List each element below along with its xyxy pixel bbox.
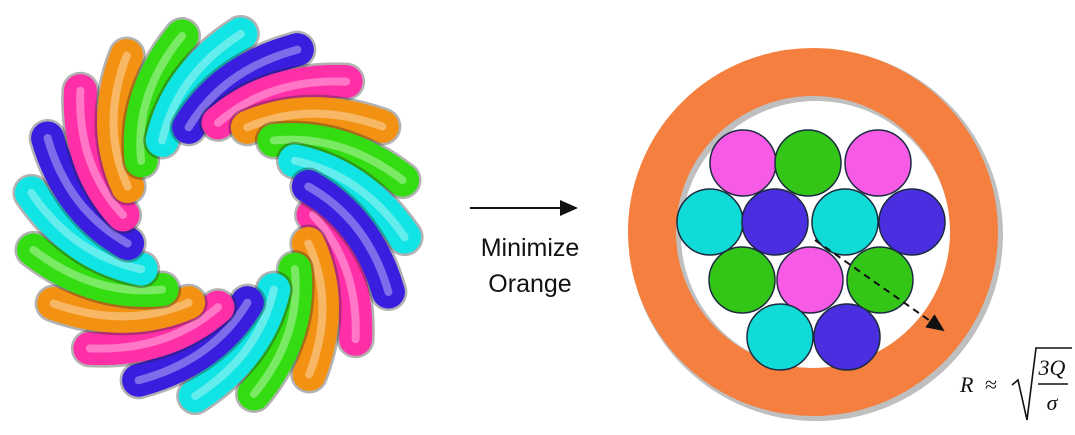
strand: [676, 188, 744, 256]
strand: [741, 188, 809, 256]
tube: [97, 39, 145, 204]
tube: [201, 64, 363, 140]
tube-highlight: [249, 265, 300, 398]
caption-line: Minimize: [481, 234, 580, 262]
formula: R ≈ 3Q σ: [959, 347, 1072, 421]
tube-highlight: [290, 156, 409, 242]
strand: [813, 303, 881, 371]
tube-highlight: [134, 298, 252, 385]
sqrt-sign: [1011, 347, 1072, 421]
strand: [844, 129, 912, 197]
tube-highlight: [309, 211, 360, 344]
orange-ring: [628, 48, 998, 416]
tube: [31, 121, 145, 260]
tube: [172, 33, 314, 144]
tube: [237, 252, 313, 411]
tube-highlight: [269, 135, 407, 185]
tube: [122, 286, 264, 397]
formula-lhs: R: [959, 372, 974, 397]
tube: [123, 19, 199, 178]
tube: [145, 17, 258, 157]
tube-highlight: [136, 32, 187, 165]
tube: [291, 170, 405, 309]
strand: [776, 246, 844, 314]
tube: [16, 233, 179, 307]
strand: [774, 129, 842, 197]
strand: [709, 129, 777, 197]
tube: [291, 226, 339, 391]
strand: [708, 246, 776, 314]
caption-line: Orange: [488, 270, 571, 298]
tube-highlight: [109, 51, 132, 191]
cross-section: [628, 48, 1003, 421]
strand: [878, 188, 946, 256]
tube: [14, 176, 158, 286]
tube-highlight: [85, 303, 222, 353]
tube-highlight: [184, 45, 302, 132]
twisted-torus: [12, 14, 424, 416]
tube: [73, 290, 235, 366]
tube: [278, 144, 422, 254]
tube-highlight: [158, 29, 245, 145]
radius-arrow: [814, 239, 945, 332]
tube-highlight: [214, 77, 351, 127]
tube-highlight: [27, 188, 146, 274]
tube-highlight: [29, 245, 167, 295]
tube: [178, 273, 291, 413]
tube: [63, 74, 140, 232]
tube: [257, 123, 420, 197]
tube: [296, 198, 373, 356]
tube-highlight: [304, 182, 393, 296]
tube-highlight: [304, 239, 327, 379]
tube: [230, 97, 399, 144]
formula-numerator: 3Q: [1038, 355, 1066, 380]
tube: [37, 286, 206, 333]
tube-highlight: [49, 298, 193, 321]
strand: [746, 303, 814, 371]
formula-denominator: σ: [1047, 390, 1059, 415]
tube-highlight: [76, 86, 127, 219]
tube-highlight: [43, 134, 132, 248]
tube-highlight: [191, 285, 278, 401]
tube-highlight: [243, 109, 387, 132]
strand: [811, 188, 879, 256]
formula-op: ≈: [985, 372, 997, 397]
